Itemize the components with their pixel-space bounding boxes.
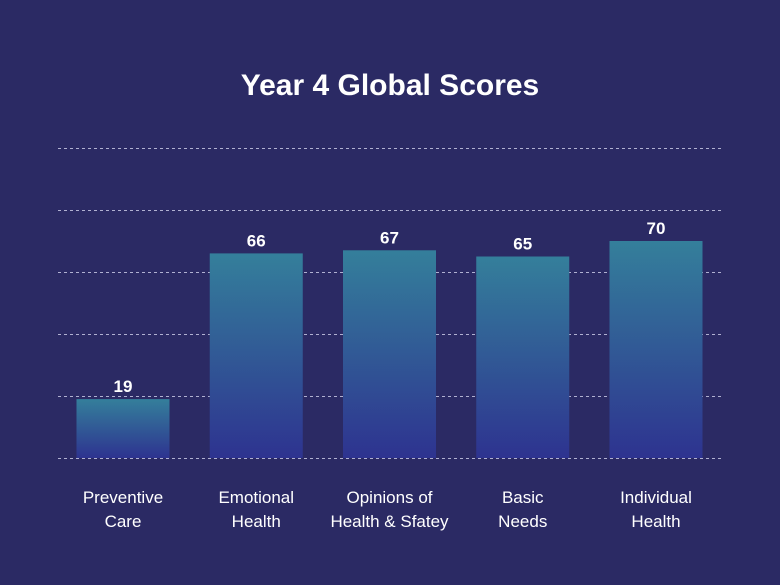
- category-label: Basic: [502, 488, 544, 507]
- bar: [476, 256, 570, 458]
- bar-value-label: 67: [380, 228, 399, 247]
- category-label: Health & Sfatey: [330, 512, 449, 531]
- category-label: Individual: [620, 488, 692, 507]
- bar: [76, 399, 170, 458]
- category-label: Health: [232, 512, 281, 531]
- bar-value-label: 66: [247, 231, 266, 250]
- bar-value-label: 70: [647, 219, 666, 238]
- bars: [76, 241, 703, 458]
- category-label: Needs: [498, 512, 547, 531]
- category-labels: Preventive Care Emotional Health Opinions of…: [83, 488, 692, 531]
- bar: [209, 253, 303, 458]
- bar-value-label: 19: [114, 377, 133, 396]
- category-label: Care: [105, 512, 142, 531]
- category-label: Emotional: [218, 488, 294, 507]
- data-labels: 19 66 67 65 70: [114, 219, 666, 396]
- bar: [343, 250, 436, 458]
- category-label: Preventive: [83, 488, 163, 507]
- bar: [609, 241, 703, 458]
- category-label: Opinions of: [347, 488, 433, 507]
- category-label: Health: [631, 512, 680, 531]
- chart-title: Year 4 Global Scores: [241, 69, 540, 102]
- bar-value-label: 65: [513, 235, 532, 254]
